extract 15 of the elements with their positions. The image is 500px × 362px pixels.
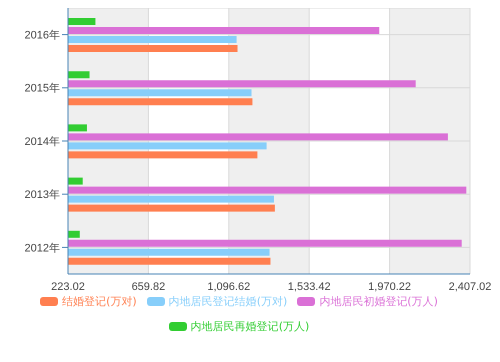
x-tick-label: 659.82 [132, 280, 166, 293]
legend-label: 内地居民再婚登记(万人) [190, 319, 310, 334]
legend-label: 结婚登记(万对) [61, 294, 137, 309]
legend-label: 内地居民登记结婚(万对) [168, 294, 288, 309]
x-tick-label: 1,096.62 [207, 280, 250, 293]
y-tick-label: 2012年 [24, 242, 60, 254]
x-tick-label: 2,407.02 [448, 280, 492, 293]
x-tick-label: 223.02 [51, 280, 85, 293]
legend-label: 内地居民初婚登记(万人) [318, 294, 438, 309]
x-tick-label: 1,970.22 [368, 280, 412, 293]
y-tick-label: 2016年 [24, 30, 60, 42]
y-tick-label: 2015年 [24, 82, 60, 95]
x-tick-label: 1,533.42 [288, 280, 331, 293]
y-tick-label: 2014年 [24, 136, 60, 148]
y-tick-label: 2013年 [24, 189, 60, 202]
